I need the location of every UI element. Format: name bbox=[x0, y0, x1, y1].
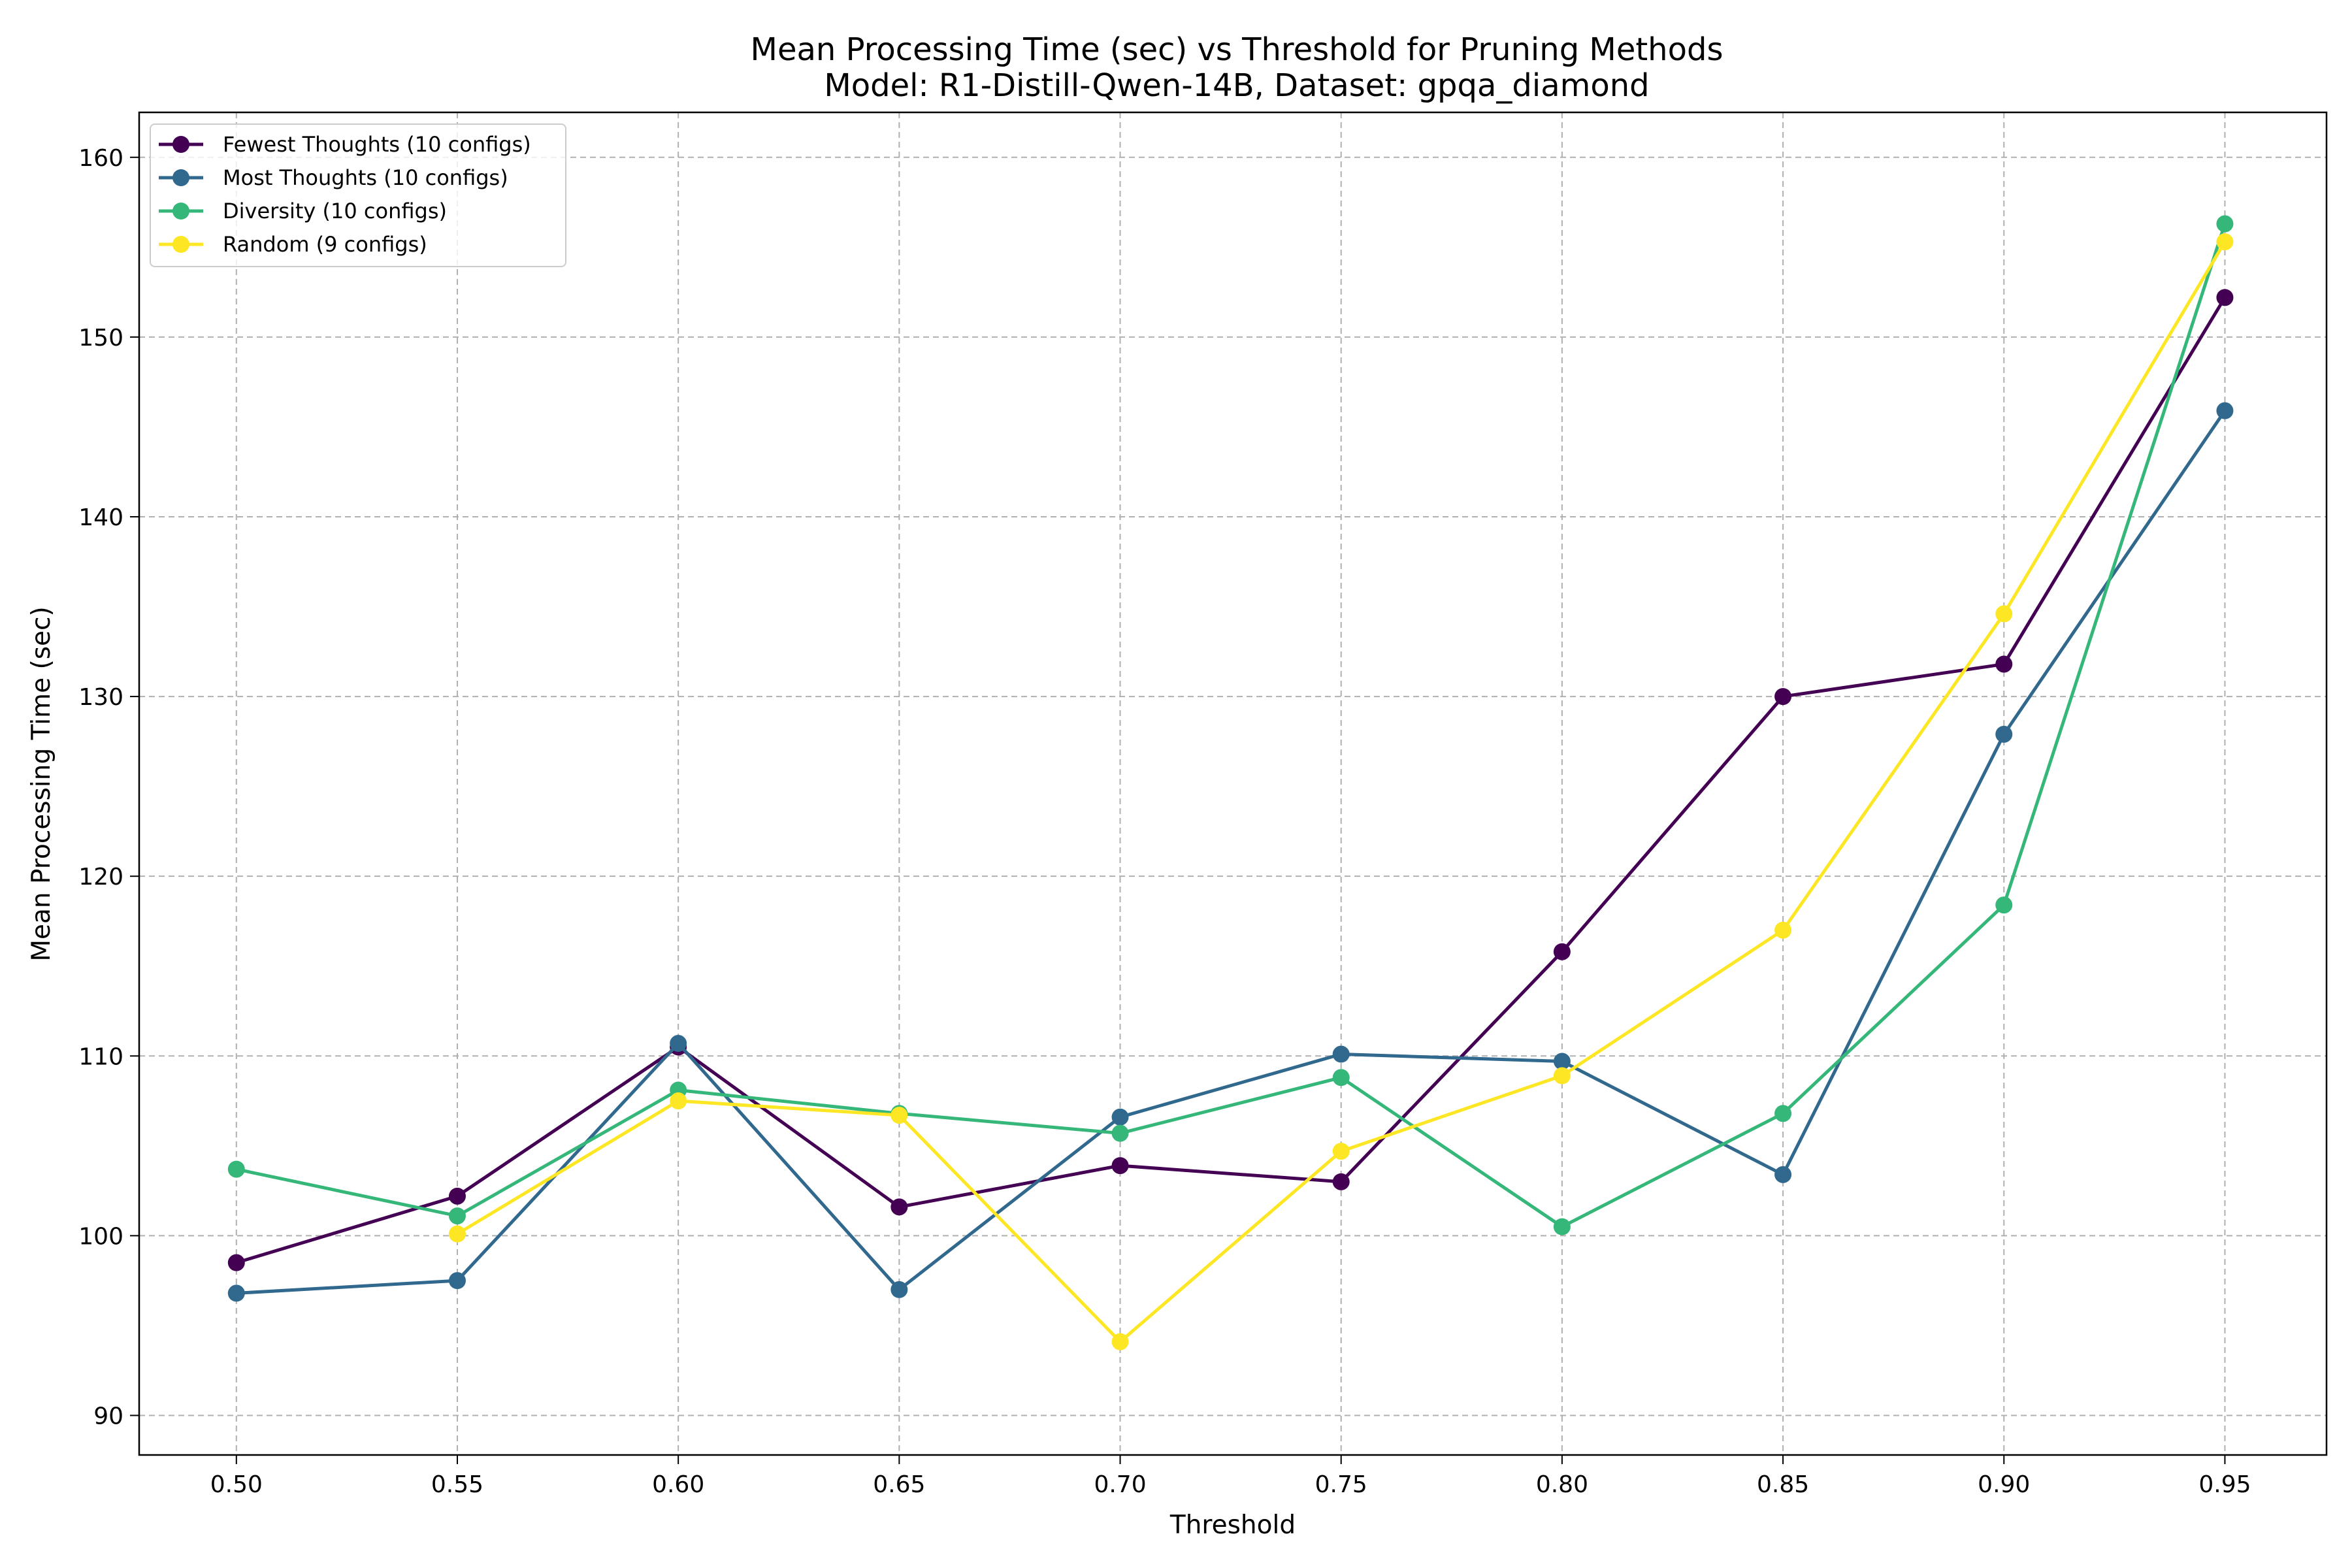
data-point bbox=[1995, 655, 2013, 673]
data-point bbox=[2216, 215, 2234, 233]
x-tick-label: 0.90 bbox=[1978, 1471, 2030, 1498]
data-point bbox=[1553, 1053, 1571, 1070]
legend-label: Most Thoughts (10 configs) bbox=[223, 165, 508, 190]
data-point bbox=[1553, 943, 1571, 960]
x-tick-label: 0.60 bbox=[652, 1471, 704, 1498]
y-tick-label: 120 bbox=[78, 864, 123, 890]
data-point bbox=[670, 1092, 687, 1110]
legend-frame bbox=[150, 123, 566, 267]
data-point bbox=[1332, 1069, 1350, 1086]
y-tick-label: 100 bbox=[78, 1223, 123, 1250]
legend-label: Random (9 configs) bbox=[223, 232, 427, 257]
legend-marker bbox=[172, 203, 189, 220]
chart-subtitle: Model: R1-Distill-Qwen-14B, Dataset: gpq… bbox=[824, 67, 1649, 104]
data-point bbox=[1995, 725, 2013, 743]
x-tick-label: 0.70 bbox=[1094, 1471, 1146, 1498]
y-tick-label: 140 bbox=[78, 504, 123, 531]
series-2 bbox=[227, 402, 2234, 1302]
legend-marker bbox=[172, 169, 189, 186]
x-tick-label: 0.50 bbox=[210, 1471, 263, 1498]
data-point bbox=[1111, 1108, 1129, 1126]
data-point bbox=[1111, 1124, 1129, 1142]
legend-marker bbox=[172, 136, 189, 153]
data-point bbox=[1995, 896, 2013, 914]
data-point bbox=[448, 1187, 466, 1205]
data-point bbox=[890, 1198, 908, 1216]
series-line bbox=[236, 297, 2227, 1265]
x-tick-label: 0.80 bbox=[1536, 1471, 1588, 1498]
y-tick-label: 110 bbox=[78, 1043, 123, 1070]
legend-item: Most Thoughts (10 configs) bbox=[159, 165, 508, 190]
data-point bbox=[1332, 1045, 1350, 1063]
data-point bbox=[1332, 1173, 1350, 1190]
legend: Fewest Thoughts (10 configs) Most Thought… bbox=[150, 123, 566, 267]
y-tick-label: 160 bbox=[78, 145, 123, 172]
legend-item: Fewest Thoughts (10 configs) bbox=[159, 132, 531, 157]
data-point bbox=[2216, 233, 2234, 251]
data-point bbox=[890, 1107, 908, 1124]
data-point bbox=[890, 1281, 908, 1298]
series-line bbox=[236, 223, 2227, 1229]
data-point bbox=[1553, 1218, 1571, 1235]
legend-marker bbox=[172, 236, 189, 253]
data-point bbox=[2216, 402, 2234, 419]
data-point bbox=[448, 1225, 466, 1243]
data-point bbox=[227, 1160, 245, 1178]
data-point bbox=[1111, 1157, 1129, 1175]
legend-label: Diversity (10 configs) bbox=[223, 199, 447, 223]
data-point bbox=[227, 1284, 245, 1302]
data-point bbox=[448, 1207, 466, 1225]
y-tick-label: 90 bbox=[93, 1403, 123, 1429]
legend-item: Diversity (10 configs) bbox=[159, 199, 447, 223]
plot-frame bbox=[138, 111, 2328, 1456]
x-tick-label: 0.65 bbox=[873, 1471, 925, 1498]
data-point bbox=[1111, 1333, 1129, 1350]
data-point bbox=[2216, 289, 2234, 306]
data-point bbox=[448, 1272, 466, 1290]
data-point bbox=[1774, 1166, 1792, 1183]
y-tick-label: 130 bbox=[78, 684, 123, 711]
y-tick-label: 150 bbox=[78, 325, 123, 351]
y-axis-label: Mean Processing Time (sec) bbox=[27, 606, 56, 961]
data-point bbox=[670, 1035, 687, 1053]
series-1 bbox=[227, 289, 2234, 1271]
data-point bbox=[227, 1254, 245, 1271]
x-tick-label: 0.95 bbox=[2198, 1471, 2251, 1498]
data-point bbox=[1774, 1105, 1792, 1122]
legend-item: Random (9 configs) bbox=[159, 232, 427, 257]
data-point bbox=[1332, 1143, 1350, 1160]
data-point bbox=[1774, 688, 1792, 706]
data-point bbox=[1995, 605, 2013, 623]
x-tick-label: 0.75 bbox=[1315, 1471, 1367, 1498]
x-tick-label: 0.85 bbox=[1757, 1471, 1809, 1498]
data-point bbox=[1553, 1067, 1571, 1085]
grid-lines bbox=[139, 112, 2327, 1455]
axis-ticks: 0.50 0.55 0.60 0.65 0.70 0.75 0.80 0.85 0.90 0.95… bbox=[78, 145, 2251, 1498]
x-tick-label: 0.55 bbox=[431, 1471, 483, 1498]
series-group bbox=[227, 215, 2234, 1350]
legend-label: Fewest Thoughts (10 configs) bbox=[223, 132, 531, 157]
series-4 bbox=[448, 233, 2234, 1350]
chart-title: Mean Processing Time (sec) vs Threshold … bbox=[751, 31, 1723, 68]
series-line bbox=[236, 410, 2227, 1295]
x-axis-label: Threshold bbox=[1169, 1511, 1296, 1540]
data-point bbox=[1774, 921, 1792, 939]
